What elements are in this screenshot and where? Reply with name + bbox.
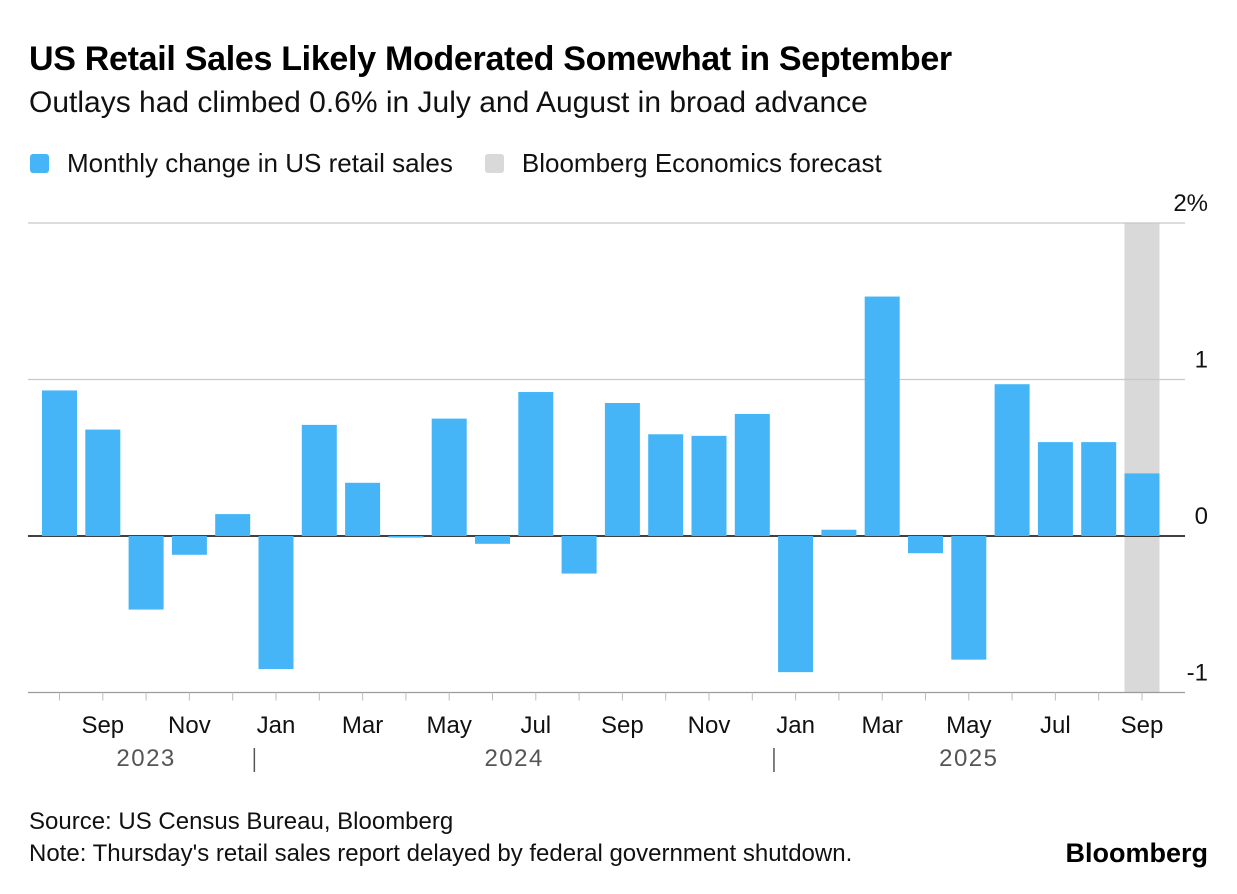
- bar: [734, 413, 770, 536]
- x-tick-label: Jan: [257, 712, 296, 739]
- x-tick-label: May: [946, 712, 991, 739]
- y-tick-label: 2%: [1173, 190, 1208, 217]
- legend-swatch-retail-sales: [30, 154, 49, 173]
- x-tick-label: Nov: [688, 712, 731, 739]
- bar: [1124, 473, 1160, 536]
- x-tick-label: Nov: [168, 712, 211, 739]
- bar: [908, 536, 943, 554]
- x-tick-label: Sep: [601, 712, 644, 739]
- bar: [85, 429, 121, 536]
- bar: [604, 402, 640, 536]
- x-tick-label: Mar: [862, 712, 903, 739]
- bar: [821, 529, 857, 536]
- y-tick-label: 1: [1195, 347, 1208, 374]
- bar: [994, 384, 1030, 536]
- y-tick-label: 0: [1195, 503, 1208, 530]
- bars-layer: [42, 296, 1160, 673]
- x-tick-label: May: [427, 712, 472, 739]
- bar: [475, 536, 510, 544]
- bar: [42, 390, 77, 536]
- x-tick-label: Jan: [776, 712, 815, 739]
- chart-legend: Monthly change in US retail sales Bloomb…: [30, 148, 914, 179]
- bar: [518, 392, 554, 536]
- legend-item-forecast: Bloomberg Economics forecast: [484, 148, 882, 179]
- bar: [128, 536, 164, 610]
- forecast-band: [1124, 223, 1160, 693]
- year-label: 2024: [484, 745, 543, 772]
- x-tick-label: Mar: [342, 712, 383, 739]
- legend-swatch-forecast: [484, 154, 504, 173]
- legend-item-retail-sales: Monthly change in US retail sales: [30, 148, 453, 179]
- bar: [561, 536, 597, 574]
- x-tick-label: Sep: [81, 712, 124, 739]
- x-tick-label: Jul: [520, 712, 551, 739]
- legend-label-forecast: Bloomberg Economics forecast: [521, 148, 882, 178]
- x-tick-label: Sep: [1121, 712, 1164, 739]
- bar: [648, 434, 684, 536]
- bar: [691, 435, 727, 536]
- bar: [864, 296, 900, 536]
- axes-layer: 2% 1 0 -1 Sep Nov Jan Mar May Jul Sep Nov Jan Mar May J…: [59, 190, 1208, 772]
- chart-subtitle: Outlays had climbed 0.6% in July and Aug…: [29, 86, 868, 119]
- x-tick-label: Jul: [1040, 712, 1071, 739]
- bar: [431, 418, 467, 536]
- bar: [258, 536, 294, 670]
- bar: [951, 536, 987, 660]
- bar: [215, 514, 251, 536]
- year-label: 2023: [116, 745, 175, 772]
- bar: [778, 536, 814, 673]
- bar: [301, 424, 337, 536]
- footnote: Note: Thursday's retail sales report del…: [29, 840, 853, 867]
- source-note: Source: US Census Bureau, Bloomberg: [29, 808, 454, 835]
- year-label: 2025: [939, 745, 998, 772]
- y-tick-label: -1: [1187, 660, 1208, 687]
- bar: [345, 482, 381, 536]
- bar-chart: 2% 1 0 -1 Sep Nov Jan Mar May Jul Sep Nov Jan Mar May J…: [28, 190, 1208, 772]
- bar: [1037, 442, 1073, 536]
- forecast-band-layer: [1124, 223, 1160, 693]
- legend-label-retail-sales: Monthly change in US retail sales: [67, 148, 453, 178]
- bar: [1081, 442, 1117, 536]
- bar: [388, 536, 424, 538]
- bloomberg-logo: Bloomberg: [1065, 838, 1208, 868]
- chart-title: US Retail Sales Likely Moderated Somewha…: [29, 40, 952, 78]
- bar: [171, 536, 207, 555]
